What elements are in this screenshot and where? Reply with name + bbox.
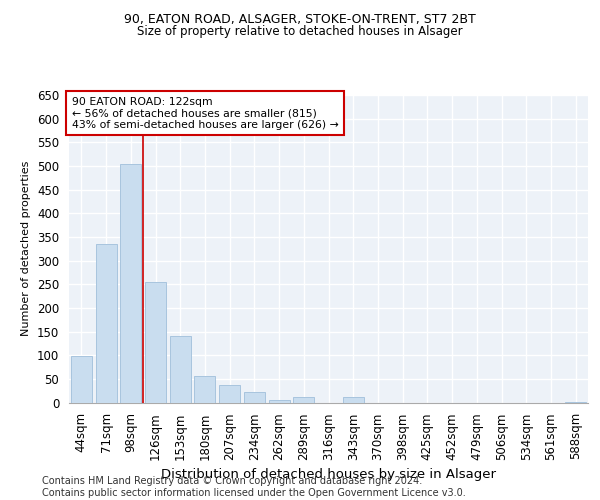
Bar [219, 384, 240, 402]
Bar [170, 336, 191, 402]
Y-axis label: Number of detached properties: Number of detached properties [22, 161, 31, 336]
Bar [194, 376, 215, 402]
Bar [120, 164, 141, 402]
Bar [95, 244, 116, 402]
Bar [343, 397, 364, 402]
X-axis label: Distribution of detached houses by size in Alsager: Distribution of detached houses by size … [161, 468, 496, 481]
Text: Size of property relative to detached houses in Alsager: Size of property relative to detached ho… [137, 25, 463, 38]
Text: 90 EATON ROAD: 122sqm
← 56% of detached houses are smaller (815)
43% of semi-det: 90 EATON ROAD: 122sqm ← 56% of detached … [71, 96, 338, 130]
Text: 90, EATON ROAD, ALSAGER, STOKE-ON-TRENT, ST7 2BT: 90, EATON ROAD, ALSAGER, STOKE-ON-TRENT,… [124, 12, 476, 26]
Bar [269, 400, 290, 402]
Bar [244, 392, 265, 402]
Bar [145, 282, 166, 403]
Bar [71, 356, 92, 403]
Bar [293, 397, 314, 402]
Text: Contains HM Land Registry data © Crown copyright and database right 2024.
Contai: Contains HM Land Registry data © Crown c… [42, 476, 466, 498]
